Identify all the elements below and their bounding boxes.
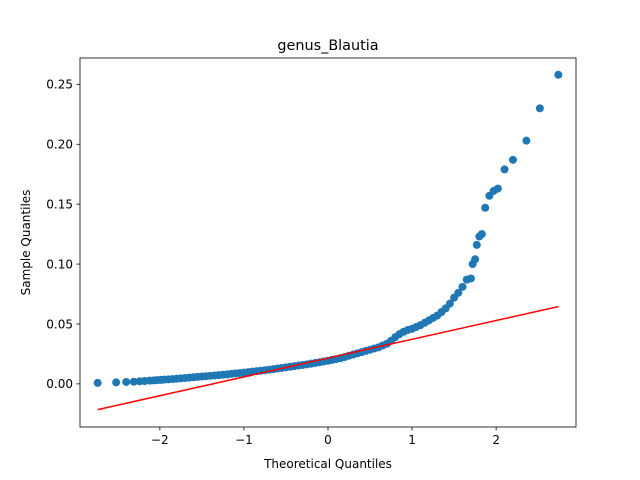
data-point — [554, 70, 563, 79]
reference-line — [97, 305, 559, 411]
data-point — [522, 136, 531, 145]
data-point — [535, 104, 544, 113]
data-point — [471, 255, 480, 264]
data-point — [472, 240, 481, 249]
data-point — [477, 230, 486, 239]
x-tick-label: 0 — [324, 433, 332, 447]
x-axis-ticks: −2 −1 0 1 2 — [151, 427, 500, 447]
chart-title: genus_Blautia — [277, 38, 378, 54]
data-point — [500, 165, 509, 174]
x-tick-label: 2 — [492, 433, 500, 447]
y-tick-label: 0.15 — [46, 197, 73, 211]
plot-area — [93, 70, 563, 411]
data-point — [445, 299, 454, 308]
y-axis-ticks: 0.00 0.05 0.10 0.15 0.20 0.25 — [46, 78, 80, 391]
y-tick-label: 0.20 — [46, 138, 73, 152]
axes-frame — [79, 57, 577, 428]
data-point — [112, 378, 121, 387]
x-tick-label: −2 — [151, 433, 169, 447]
y-tick-label: 0.05 — [46, 317, 73, 331]
y-tick-label: 0.25 — [46, 78, 73, 92]
data-point — [481, 203, 490, 212]
data-point — [508, 155, 517, 164]
data-point — [122, 377, 131, 386]
x-tick-label: 1 — [408, 433, 416, 447]
data-point — [454, 288, 463, 297]
x-tick-label: −1 — [235, 433, 253, 447]
data-point — [493, 184, 502, 193]
y-tick-label: 0.10 — [46, 257, 73, 271]
data-point — [458, 282, 467, 291]
data-point — [93, 378, 102, 387]
data-point — [466, 274, 475, 283]
y-tick-label: 0.00 — [46, 377, 73, 391]
y-axis-label: Sample Quantiles — [19, 190, 33, 296]
x-axis-label: Theoretical Quantiles — [263, 457, 392, 471]
data-point — [129, 377, 138, 386]
